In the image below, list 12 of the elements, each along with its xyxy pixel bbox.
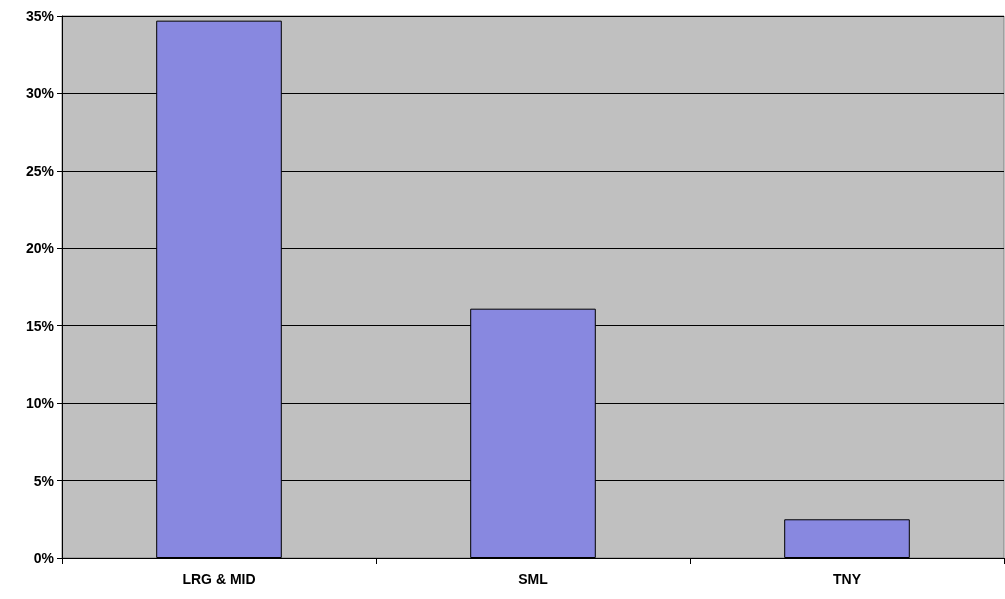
y-tick-label: 20% — [25, 240, 55, 257]
x-tick-label: TNY — [833, 571, 862, 587]
y-tick-label: 0% — [33, 550, 55, 566]
y-tick-label: 25% — [25, 162, 55, 179]
y-tick-label: 10% — [25, 395, 55, 412]
x-tick-label: SML — [518, 571, 549, 587]
bar — [784, 519, 910, 558]
y-tick-label: 35% — [25, 8, 55, 24]
y-tick-label: 30% — [25, 85, 55, 102]
x-tick-label: LRG & MID — [182, 571, 256, 587]
y-tick-label: 5% — [33, 472, 55, 489]
y-tick-label: 15% — [25, 317, 55, 334]
